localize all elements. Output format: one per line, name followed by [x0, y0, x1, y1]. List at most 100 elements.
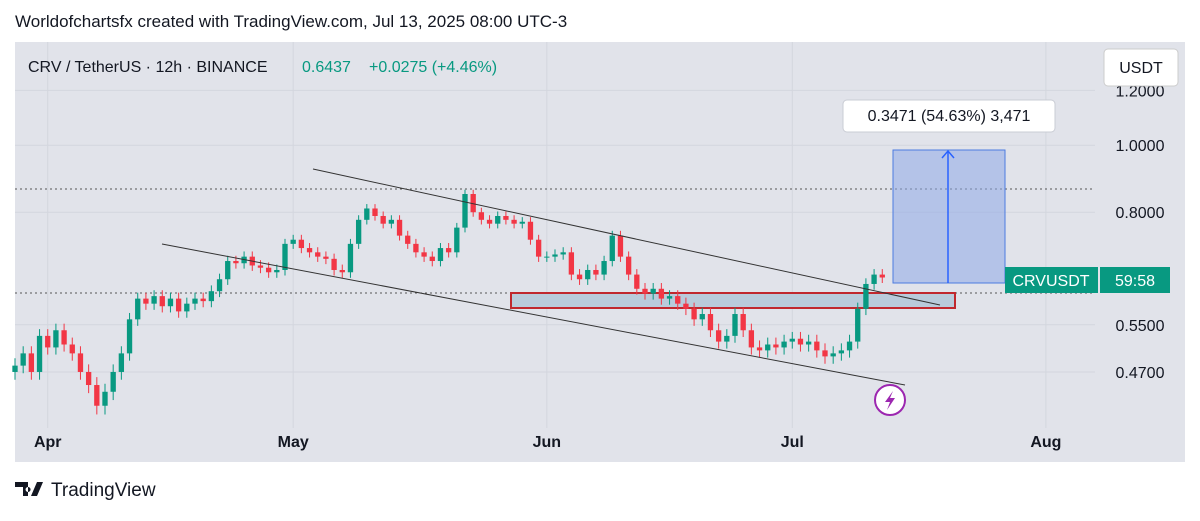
candle-body	[225, 261, 231, 280]
candle-body	[560, 252, 566, 255]
candle-body	[625, 256, 632, 275]
x-tick-label: Jul	[781, 434, 804, 451]
candle-body	[822, 350, 828, 357]
x-tick-label: May	[278, 434, 309, 451]
candle-body	[740, 314, 746, 331]
candle-body	[118, 353, 125, 372]
candle-body	[830, 353, 836, 357]
candle-body	[544, 256, 550, 258]
candle-body	[805, 341, 812, 345]
candle-body	[535, 239, 542, 257]
brand: TradingView	[51, 480, 156, 501]
candle-body	[208, 291, 215, 302]
candle-body	[298, 239, 305, 249]
candle-body	[110, 371, 116, 392]
y-tick-label: 1.0000	[1116, 138, 1165, 155]
upper-trendline	[312, 168, 941, 306]
candle-body	[126, 319, 133, 354]
candle-body	[339, 269, 345, 273]
candle-body	[61, 330, 67, 345]
candle-body	[781, 341, 787, 348]
brand-logo	[15, 482, 43, 496]
candle-body	[691, 308, 697, 320]
candle-body	[855, 308, 861, 342]
candle-body	[478, 212, 485, 220]
candle-body	[28, 353, 35, 372]
candle-body	[462, 194, 468, 228]
candle-body	[642, 288, 648, 294]
candle-body	[666, 296, 673, 299]
candle-body	[380, 215, 386, 224]
candle-body	[683, 303, 689, 309]
change: +0.0275 (+4.46%)	[369, 59, 497, 76]
support-zone	[510, 292, 956, 309]
badge-timer: 59:58	[1115, 273, 1155, 290]
candle-body	[863, 283, 869, 309]
candle-body	[85, 371, 92, 386]
candle-body	[609, 235, 615, 262]
candle-body	[527, 221, 534, 240]
measure-box	[892, 149, 1006, 284]
candle-body	[184, 303, 190, 312]
candle-body	[77, 353, 84, 372]
candle-body	[364, 208, 370, 220]
candle-body	[421, 252, 427, 257]
candle-body	[372, 208, 378, 216]
candle-body	[274, 269, 280, 273]
last-price: 0.6437	[302, 59, 351, 76]
candle-body	[257, 265, 264, 268]
candle-body	[748, 330, 755, 348]
candle-body	[69, 344, 75, 354]
candle-body	[12, 365, 18, 372]
candle-body	[552, 254, 558, 257]
candle-body	[143, 298, 149, 304]
candle-body	[233, 261, 239, 264]
candle-body	[306, 248, 313, 253]
candle-body	[315, 252, 321, 257]
candle-body	[159, 296, 165, 307]
candle-body	[846, 341, 853, 351]
candle-body	[519, 221, 525, 224]
candle-body	[593, 269, 599, 275]
candle-body	[585, 269, 591, 280]
candle-body	[36, 335, 43, 372]
candle-body	[347, 243, 354, 273]
candle-body	[216, 279, 223, 292]
candle-body	[707, 314, 714, 331]
x-tick-label: Apr	[34, 434, 62, 451]
candle-body	[634, 274, 640, 289]
candle-body	[601, 261, 607, 275]
alert-bolt	[885, 391, 895, 410]
candle-body	[724, 335, 730, 342]
candle-body	[151, 296, 157, 304]
currency-box[interactable]	[1103, 48, 1179, 87]
symbol: CRV / TetherUS · 12h · BINANCE	[28, 59, 268, 76]
x-tick-label: Jun	[533, 434, 561, 451]
candle-body	[53, 330, 59, 348]
candle-body	[789, 338, 795, 342]
candle-body	[715, 330, 722, 342]
candle-body	[814, 341, 820, 351]
candle-body	[355, 219, 362, 244]
measure-arrowhead	[941, 149, 955, 159]
candle-body	[470, 194, 476, 213]
candle-body	[568, 252, 575, 275]
candle-body	[486, 219, 493, 224]
candle-body	[331, 258, 337, 270]
candle-body	[429, 256, 435, 262]
candle-body	[765, 344, 771, 351]
lower-trendline	[161, 243, 906, 386]
candle-body	[838, 350, 845, 354]
candle-body	[192, 298, 198, 304]
candles	[12, 189, 885, 415]
candle-body	[94, 385, 100, 406]
candle-body	[282, 243, 288, 270]
y-tick-label: 1.2000	[1116, 83, 1165, 100]
candle-body	[413, 243, 419, 253]
badge-symbol-box	[1005, 267, 1098, 293]
measure-label: 0.3471 (54.63%) 3,471	[868, 108, 1031, 125]
candle-body	[617, 235, 624, 257]
candle-body	[454, 227, 460, 253]
